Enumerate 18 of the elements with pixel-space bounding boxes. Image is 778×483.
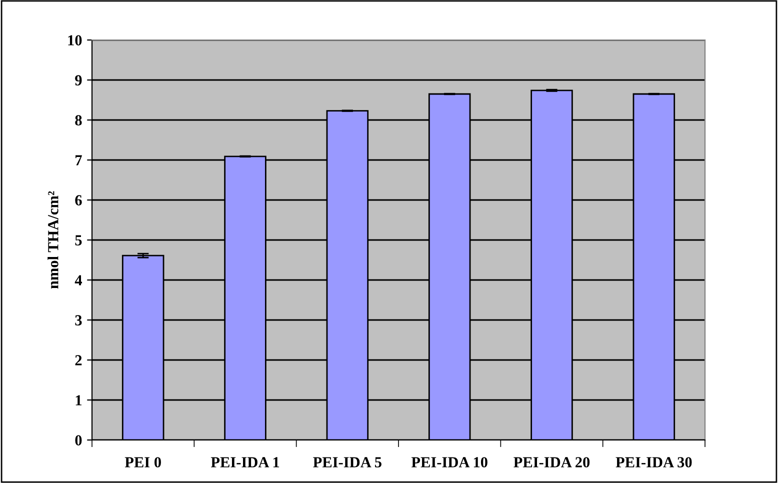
x-tick-label: PEI-IDA 1 bbox=[210, 457, 280, 468]
x-tick-label: PEI-IDA 20 bbox=[514, 457, 590, 468]
y-tick-label: 4 bbox=[74, 275, 82, 286]
y-tick-label: 2 bbox=[75, 355, 82, 366]
y-tick-label: 10 bbox=[68, 35, 82, 46]
x-tick-label: PEI-IDA 10 bbox=[411, 457, 488, 468]
x-tick-label: PEI-IDA 30 bbox=[616, 457, 692, 468]
y-tick-label: 0 bbox=[75, 435, 82, 446]
x-tick-label: PEI-IDA 5 bbox=[313, 457, 382, 468]
x-tick-label: PEI 0 bbox=[124, 457, 161, 468]
y-tick-label: 6 bbox=[75, 195, 82, 206]
y-tick-label: 1 bbox=[76, 395, 82, 406]
y-tick-label: 5 bbox=[75, 235, 82, 246]
y-tick-label: 8 bbox=[75, 115, 82, 126]
y-axis-title: nmol THA/cm² bbox=[48, 191, 58, 289]
y-tick-label: 7 bbox=[76, 155, 82, 166]
y-tick-label: 9 bbox=[75, 75, 82, 86]
y-tick-label: 3 bbox=[75, 315, 82, 326]
